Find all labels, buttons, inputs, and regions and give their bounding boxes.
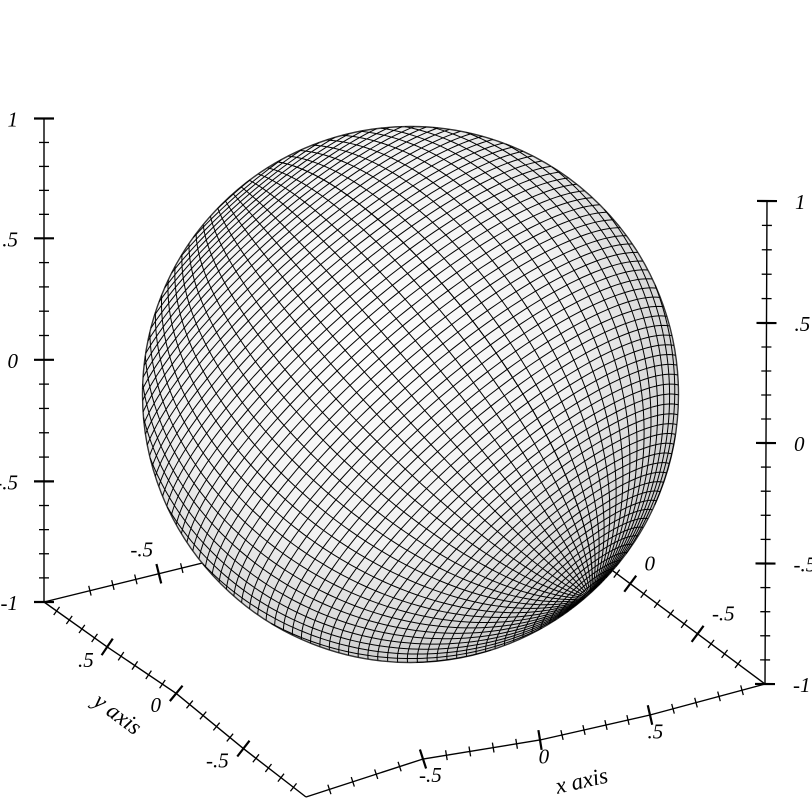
- svg-text:-.5: -.5: [419, 763, 442, 787]
- svg-text:.5: .5: [795, 312, 811, 336]
- svg-text:0: 0: [150, 693, 161, 717]
- svg-text:0: 0: [794, 432, 805, 456]
- svg-text:-.5: -.5: [794, 553, 812, 577]
- svg-text:0: 0: [539, 745, 550, 769]
- svg-text:.5: .5: [78, 648, 94, 672]
- svg-text:-1: -1: [793, 673, 811, 697]
- svg-text:-.5: -.5: [0, 470, 18, 494]
- svg-text:1: 1: [8, 108, 19, 132]
- svg-text:.5: .5: [647, 719, 663, 743]
- svg-text:0: 0: [8, 349, 19, 373]
- svg-text:-.5: -.5: [130, 537, 153, 561]
- svg-text:-.5: -.5: [712, 602, 735, 626]
- svg-text:-1: -1: [1, 591, 19, 615]
- svg-text:0: 0: [645, 551, 656, 575]
- svg-text:.5: .5: [2, 227, 18, 251]
- svg-text:1: 1: [795, 190, 806, 214]
- svg-text:-.5: -.5: [206, 749, 229, 773]
